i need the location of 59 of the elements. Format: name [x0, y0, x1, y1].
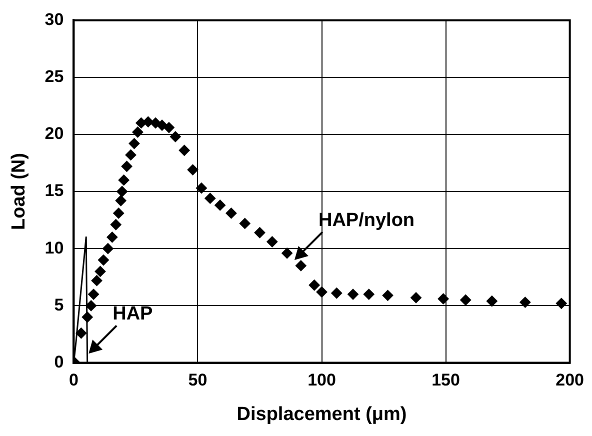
point	[132, 126, 144, 138]
point	[226, 208, 237, 219]
point	[178, 144, 190, 156]
x-tick-label: 150	[432, 370, 460, 390]
point	[187, 164, 198, 176]
point	[295, 260, 306, 272]
point	[282, 248, 293, 259]
point	[116, 186, 128, 197]
point	[308, 280, 320, 291]
x-axis-title: Displacement (μm)	[236, 404, 407, 425]
point	[91, 275, 102, 286]
point	[438, 293, 449, 304]
point	[125, 149, 136, 160]
y-tick-label: 15	[44, 181, 64, 200]
point	[254, 227, 266, 238]
point	[76, 328, 87, 339]
y-axis-title: Load (N)	[8, 152, 30, 230]
point	[556, 298, 567, 309]
point	[348, 288, 359, 300]
point	[82, 312, 93, 323]
point	[363, 288, 374, 300]
point	[113, 208, 124, 219]
y-tick-label: 20	[44, 124, 64, 144]
point	[331, 288, 342, 299]
point	[382, 290, 394, 301]
x-tick-label: 200	[556, 370, 584, 390]
y-tick-label: 5	[54, 295, 64, 314]
point	[86, 300, 97, 312]
point	[118, 174, 130, 186]
point	[170, 131, 181, 142]
point	[102, 243, 114, 254]
point	[266, 236, 278, 248]
y-tick-label: 25	[44, 66, 64, 86]
point	[128, 138, 140, 150]
point	[520, 296, 531, 308]
point	[316, 286, 328, 298]
point	[214, 200, 226, 211]
annotation: HAP	[112, 303, 154, 324]
point	[204, 192, 216, 204]
y-tick-label: 10	[44, 238, 64, 258]
point	[110, 219, 122, 230]
point	[121, 160, 132, 172]
point	[115, 195, 126, 206]
point	[196, 182, 207, 194]
point	[98, 254, 109, 266]
y-tick-label: 30	[44, 10, 64, 29]
point	[410, 292, 422, 304]
x-tick-label: 50	[188, 370, 208, 390]
y-tick-label: 0	[54, 352, 64, 372]
point	[136, 117, 147, 128]
point	[163, 122, 174, 134]
point	[94, 266, 106, 277]
point	[106, 232, 118, 243]
x-tick-label: 100	[308, 370, 336, 390]
x-tick-label: 0	[68, 370, 78, 390]
point	[239, 218, 250, 229]
point	[88, 288, 100, 300]
point	[460, 294, 472, 306]
point	[486, 296, 498, 307]
